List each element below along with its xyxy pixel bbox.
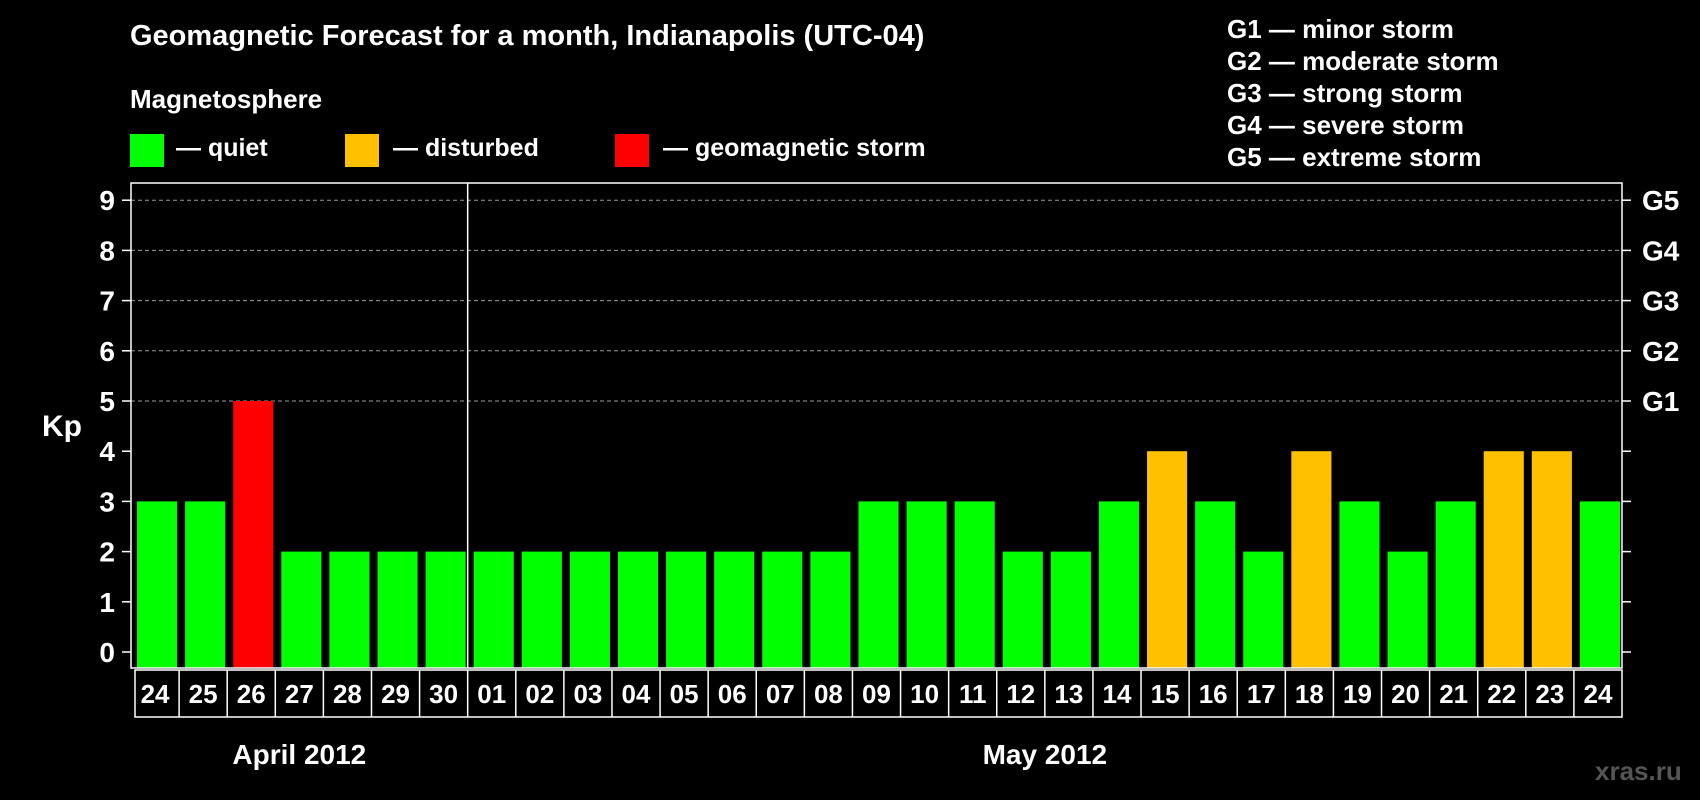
bar <box>1050 551 1091 668</box>
x-tick-label: 23 <box>1535 679 1564 709</box>
bar <box>1435 501 1476 668</box>
y-axis-label: Kp <box>42 410 82 443</box>
x-tick-label: 25 <box>189 679 218 709</box>
g-scale-label: G3 <box>1642 286 1679 317</box>
y-tick-label: 3 <box>99 486 115 517</box>
x-tick-label: 12 <box>1006 679 1035 709</box>
g-scale-label: G2 <box>1642 336 1679 367</box>
date-row-frame <box>134 669 1623 718</box>
bar <box>137 501 178 668</box>
x-tick-label: 08 <box>814 679 843 709</box>
legend-label-storm: — geomagnetic storm <box>663 134 926 162</box>
x-tick-label: 09 <box>862 679 891 709</box>
x-tick-label: 03 <box>573 679 602 709</box>
bar <box>1243 551 1284 668</box>
y-tick-label: 9 <box>99 185 115 216</box>
bar <box>1387 551 1428 668</box>
bar <box>425 551 466 668</box>
y-tick-label: 8 <box>99 235 115 266</box>
plot-frame <box>130 182 1623 669</box>
bar <box>473 551 514 668</box>
bar <box>329 551 370 668</box>
x-tick-label: 27 <box>285 679 314 709</box>
bar <box>1002 551 1043 668</box>
g-scale-label: G1 <box>1642 386 1679 417</box>
bar <box>233 401 274 668</box>
bar <box>1483 451 1524 668</box>
storm-scale-g3: G3 — strong storm <box>1227 78 1463 108</box>
bar <box>521 551 562 668</box>
x-tick-label: 05 <box>670 679 699 709</box>
bar <box>1195 501 1236 668</box>
y-tick-label: 1 <box>99 587 115 618</box>
storm-scale-g1: G1 — minor storm <box>1227 14 1454 44</box>
legend-swatch-disturbed <box>345 134 379 167</box>
x-tick-label: 06 <box>718 679 747 709</box>
x-tick-label: 16 <box>1199 679 1228 709</box>
bar <box>666 551 707 668</box>
bar <box>1098 501 1140 668</box>
x-tick-label: 17 <box>1247 679 1276 709</box>
y-tick-label: 7 <box>99 286 115 317</box>
x-tick-label: 01 <box>477 679 506 709</box>
watermark: xras.ru <box>1595 756 1682 786</box>
legend-swatch-storm <box>615 134 649 167</box>
x-tick-label: 28 <box>333 679 362 709</box>
legend-swatch-quiet <box>130 134 164 167</box>
g-scale-label: G5 <box>1642 185 1679 216</box>
bar <box>714 551 755 668</box>
bar <box>858 501 899 668</box>
x-tick-label: 19 <box>1343 679 1372 709</box>
month-label: April 2012 <box>232 739 366 770</box>
g-scale-label: G4 <box>1642 235 1680 266</box>
x-tick-label: 30 <box>429 679 458 709</box>
bar <box>281 551 322 668</box>
y-tick-label: 2 <box>99 537 115 568</box>
storm-scale-g4: G4 — severe storm <box>1227 110 1465 140</box>
x-tick-label: 11 <box>959 679 987 709</box>
bar <box>185 501 226 668</box>
bar <box>1579 501 1620 668</box>
x-tick-label: 14 <box>1103 679 1132 709</box>
x-tick-label: 21 <box>1439 679 1468 709</box>
bar <box>810 551 851 668</box>
bar <box>1147 451 1188 668</box>
bar <box>617 551 659 668</box>
legend-label-quiet: — quiet <box>176 134 268 162</box>
x-tick-label: 22 <box>1487 679 1516 709</box>
legend-subtitle: Magnetosphere <box>130 84 323 114</box>
month-label: May 2012 <box>983 739 1108 770</box>
y-tick-label: 0 <box>99 637 115 668</box>
y-tick-label: 5 <box>99 386 115 417</box>
x-tick-label: 04 <box>622 679 651 709</box>
x-tick-label: 26 <box>237 679 266 709</box>
storm-scale-g5: G5 — extreme storm <box>1227 142 1482 172</box>
bar <box>906 501 947 668</box>
x-tick-label: 02 <box>525 679 554 709</box>
storm-scale-g2: G2 — moderate storm <box>1227 46 1499 76</box>
bar <box>954 501 995 668</box>
x-tick-label: 13 <box>1054 679 1083 709</box>
x-tick-label: 07 <box>766 679 795 709</box>
bar <box>1531 451 1572 668</box>
x-tick-label: 24 <box>1583 679 1612 709</box>
bar <box>377 551 418 668</box>
legend-label-disturbed: — disturbed <box>393 134 539 162</box>
bar <box>1339 501 1380 668</box>
y-tick-label: 4 <box>99 436 115 467</box>
chart-title: Geomagnetic Forecast for a month, Indian… <box>130 20 925 52</box>
x-tick-label: 10 <box>910 679 939 709</box>
x-tick-label: 20 <box>1391 679 1420 709</box>
bar <box>762 551 803 668</box>
x-tick-label: 29 <box>381 679 410 709</box>
x-tick-label: 24 <box>141 679 170 709</box>
x-tick-label: 18 <box>1295 679 1324 709</box>
bar <box>569 551 610 668</box>
y-tick-label: 6 <box>99 336 115 367</box>
bar <box>1291 451 1332 668</box>
x-tick-label: 15 <box>1151 679 1180 709</box>
